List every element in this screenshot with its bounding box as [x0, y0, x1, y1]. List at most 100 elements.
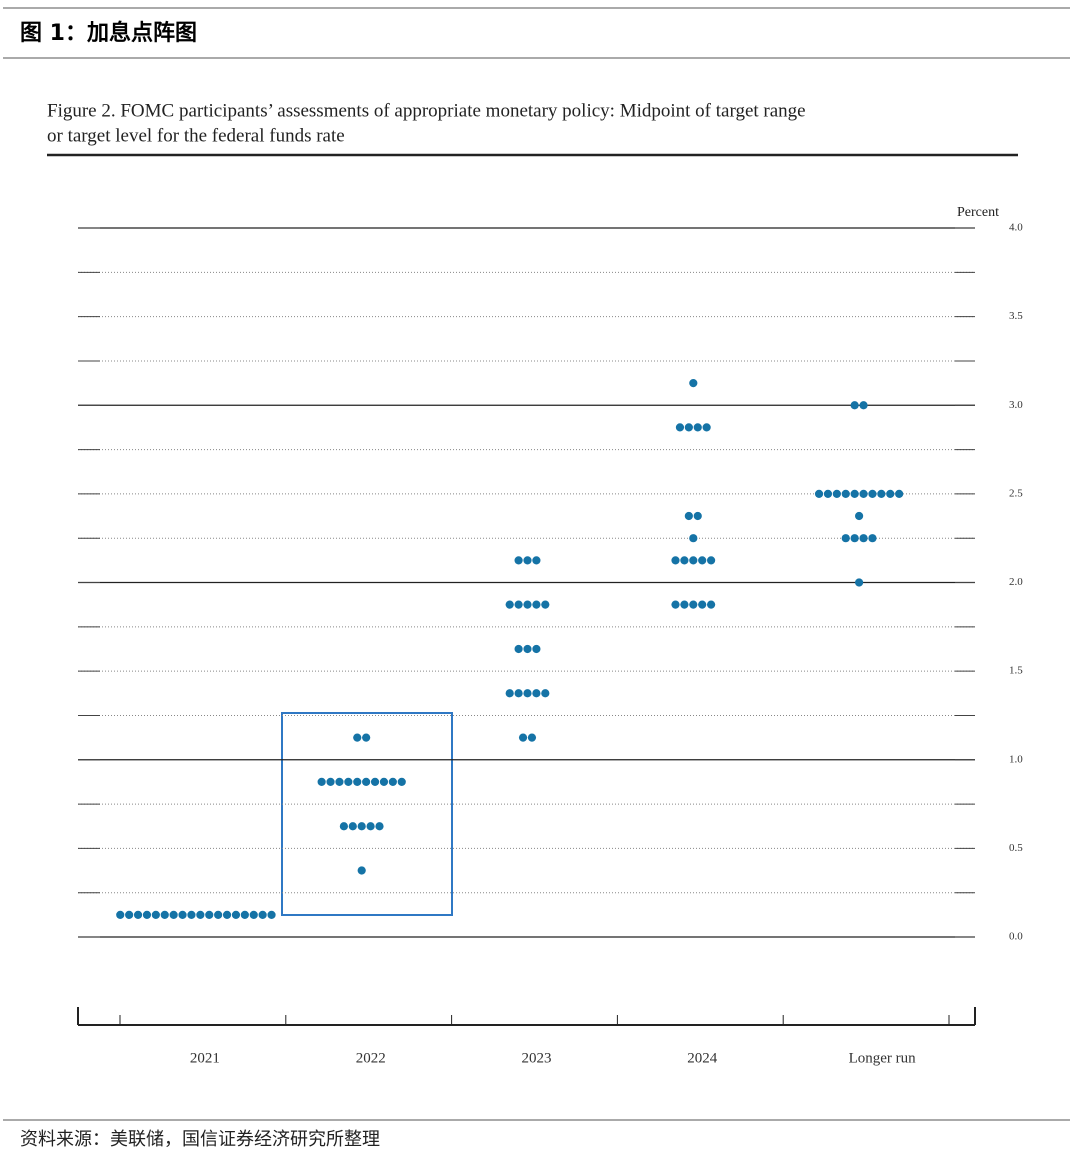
y-axis-label: Percent: [957, 205, 999, 220]
dot: [523, 644, 532, 654]
dot: [205, 910, 214, 919]
dot: [370, 777, 380, 787]
dot: [335, 777, 344, 787]
dot: [357, 866, 366, 875]
dot: [151, 910, 160, 919]
dot: [514, 600, 523, 609]
dot: [388, 777, 397, 787]
dot: [859, 534, 868, 543]
y-tick-label: 2.5: [1009, 487, 1023, 499]
dot: [698, 600, 707, 609]
dot: [855, 578, 864, 587]
dot: [541, 689, 550, 698]
dot: [169, 910, 178, 919]
dot: [339, 822, 348, 831]
dot: [707, 600, 716, 609]
dot: [505, 600, 514, 609]
y-tick-label: 4.0: [1009, 222, 1023, 234]
header-title: 图 1：加息点阵图: [20, 20, 197, 46]
x-tick-label: 2023: [522, 1050, 552, 1066]
dot: [684, 423, 693, 432]
dot: [231, 910, 241, 919]
dot: [353, 777, 362, 787]
dot: [326, 777, 335, 787]
dot: [240, 910, 249, 919]
dot: [693, 423, 702, 432]
dot: [518, 733, 528, 742]
dot: [116, 910, 125, 919]
highlight-box: [281, 712, 453, 916]
dot: [523, 556, 532, 565]
dot: [357, 822, 366, 831]
dot: [814, 489, 824, 498]
dot: [675, 423, 685, 432]
dot: [362, 777, 371, 787]
dot: [348, 822, 357, 831]
dot: [689, 600, 698, 609]
dot: [689, 534, 698, 543]
dot: [698, 556, 707, 565]
dot: [680, 600, 689, 609]
dot: [187, 910, 196, 919]
dot: [505, 689, 514, 698]
dot: [133, 910, 143, 919]
dot: [689, 378, 698, 388]
dot: [353, 733, 362, 742]
dot: [684, 511, 693, 521]
dot: [877, 489, 886, 498]
dot: [249, 910, 258, 919]
dot: [832, 489, 841, 498]
dot: [523, 689, 532, 698]
x-tick-label: 2024: [687, 1050, 718, 1066]
x-tick-label: 2021: [190, 1050, 220, 1066]
y-tick-label: 0.0: [1009, 931, 1023, 943]
dot: [258, 910, 267, 919]
dot: [178, 910, 187, 919]
dot: [397, 777, 406, 787]
dot: [344, 777, 353, 787]
y-tick-label: 3.5: [1009, 310, 1023, 322]
dot: [514, 644, 523, 654]
dot: [366, 822, 375, 831]
caption-line: Figure 2. FOMC participants’ assessments…: [47, 100, 806, 121]
source-note: 资料来源：美联储，国信证券经济研究所整理: [20, 1129, 380, 1150]
caption-line: or target level for the federal funds ra…: [47, 125, 345, 146]
x-tick-label: Longer run: [849, 1050, 917, 1066]
dot: [532, 644, 541, 654]
dot: [532, 600, 541, 609]
dot: [160, 910, 169, 919]
dot: [702, 423, 711, 432]
dot: [523, 600, 532, 609]
y-tick-label: 1.0: [1009, 753, 1023, 765]
y-tick-label: 2.0: [1009, 576, 1023, 588]
x-tick-label: 2022: [356, 1050, 386, 1066]
dot: [541, 600, 550, 609]
dot: [868, 489, 877, 498]
dot: [222, 910, 232, 919]
dot: [689, 556, 698, 565]
dot: [859, 489, 868, 498]
dot: [362, 733, 371, 742]
dot: [895, 489, 904, 498]
dot: [214, 910, 223, 919]
dot: [267, 910, 276, 919]
dot: [375, 822, 384, 831]
dot: [317, 777, 326, 787]
dot: [841, 534, 850, 543]
dot: [527, 733, 537, 742]
dot: [680, 556, 689, 565]
y-tick-label: 1.5: [1009, 665, 1023, 677]
dot: [868, 534, 877, 543]
dot: [693, 511, 702, 521]
dot: [823, 489, 833, 498]
dot: [841, 489, 850, 498]
dot: [855, 511, 864, 521]
y-tick-label: 3.0: [1009, 399, 1023, 411]
dot: [671, 600, 680, 609]
dot: [707, 556, 716, 565]
dot: [886, 489, 895, 498]
dot: [142, 910, 152, 919]
dot: [532, 689, 541, 698]
dot: [859, 401, 868, 410]
